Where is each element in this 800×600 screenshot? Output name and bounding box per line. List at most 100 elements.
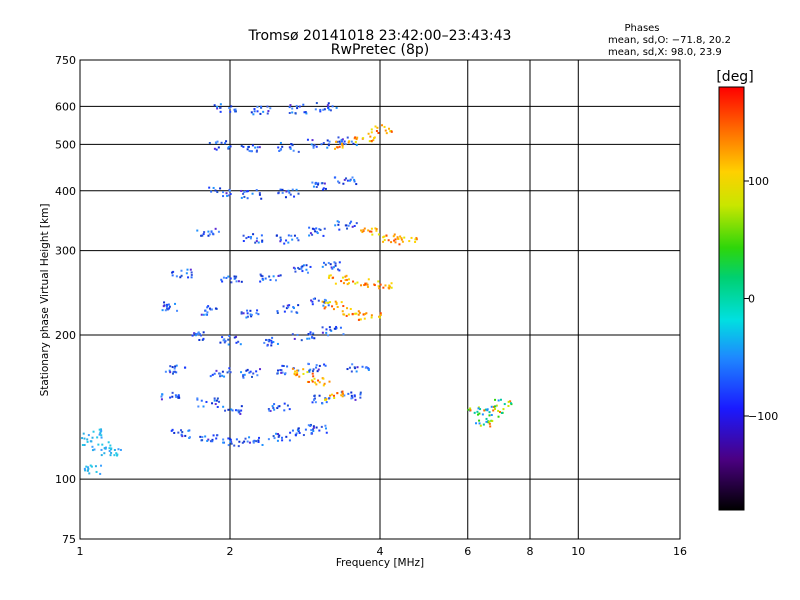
data-point <box>277 146 280 149</box>
data-point <box>210 230 213 233</box>
data-point <box>205 313 208 316</box>
data-point <box>269 278 272 281</box>
data-point <box>291 107 294 110</box>
data-point <box>202 337 205 340</box>
data-point <box>379 312 382 315</box>
data-point <box>377 280 380 283</box>
data-point <box>293 373 296 376</box>
data-point <box>317 182 320 185</box>
data-point <box>361 231 364 234</box>
data-point <box>190 273 193 276</box>
data-point <box>337 180 340 183</box>
data-point <box>347 313 350 316</box>
data-point <box>338 261 341 264</box>
data-point <box>338 145 341 148</box>
data-point <box>328 380 331 383</box>
data-point <box>325 397 328 400</box>
data-point <box>194 334 197 337</box>
data-point <box>82 432 85 435</box>
data-point <box>322 304 325 307</box>
data-point <box>255 237 258 240</box>
data-point <box>221 374 224 377</box>
data-point <box>255 312 258 315</box>
data-point <box>348 140 351 143</box>
data-point <box>175 395 178 398</box>
data-point <box>321 265 324 268</box>
data-point <box>209 375 212 378</box>
data-point <box>213 397 216 400</box>
data-point <box>360 229 363 232</box>
data-point <box>223 375 226 378</box>
data-point <box>228 334 231 337</box>
data-point <box>302 372 305 375</box>
data-point <box>414 238 417 241</box>
data-point <box>333 147 336 150</box>
data-point <box>318 381 321 384</box>
data-point <box>268 275 271 278</box>
data-point <box>315 426 318 429</box>
data-point <box>492 409 495 412</box>
data-point <box>109 444 112 447</box>
data-point <box>478 422 481 425</box>
data-point <box>313 228 316 231</box>
data-point <box>94 465 97 468</box>
data-point <box>283 409 286 412</box>
data-point <box>353 366 356 369</box>
data-point <box>219 106 222 109</box>
data-point <box>227 437 230 440</box>
data-point <box>313 377 316 380</box>
data-point <box>324 364 327 367</box>
data-point <box>242 374 245 377</box>
data-point <box>266 112 269 115</box>
data-point <box>489 425 492 428</box>
data-point <box>225 192 228 195</box>
data-point <box>321 326 324 329</box>
data-point <box>495 404 498 407</box>
data-point <box>307 333 310 336</box>
data-point <box>507 404 510 407</box>
data-point <box>174 302 177 305</box>
data-point <box>169 371 172 374</box>
data-point <box>328 108 331 111</box>
data-point <box>250 313 253 316</box>
data-point <box>308 337 311 340</box>
data-point <box>285 307 288 310</box>
data-point <box>208 142 211 145</box>
data-point <box>257 440 260 443</box>
data-point <box>276 310 279 313</box>
data-point <box>343 394 346 397</box>
data-point <box>332 266 335 269</box>
data-point <box>310 143 313 146</box>
data-point <box>279 149 282 152</box>
data-point <box>228 437 231 440</box>
data-point <box>202 405 205 408</box>
data-point <box>481 413 484 416</box>
data-point <box>250 236 253 239</box>
data-point <box>401 240 404 243</box>
data-point <box>214 189 217 192</box>
data-point <box>181 431 184 434</box>
data-point <box>338 140 341 143</box>
data-point <box>396 236 399 239</box>
data-point <box>252 441 255 444</box>
data-point <box>325 331 328 334</box>
data-point <box>390 286 393 289</box>
data-point <box>260 106 263 109</box>
data-point <box>247 236 250 239</box>
data-point <box>294 374 297 377</box>
data-point <box>294 434 297 437</box>
y-tick-label: 75 <box>62 533 76 546</box>
data-point <box>309 331 312 334</box>
data-point <box>307 380 310 383</box>
data-point <box>355 312 358 315</box>
data-point <box>350 391 353 394</box>
data-point <box>191 334 194 337</box>
data-point <box>239 412 242 415</box>
data-point <box>100 434 103 437</box>
data-point <box>312 332 315 335</box>
data-point <box>249 237 252 240</box>
data-point <box>84 469 87 472</box>
data-point <box>308 369 311 372</box>
data-point <box>268 338 271 341</box>
data-point <box>175 364 178 367</box>
